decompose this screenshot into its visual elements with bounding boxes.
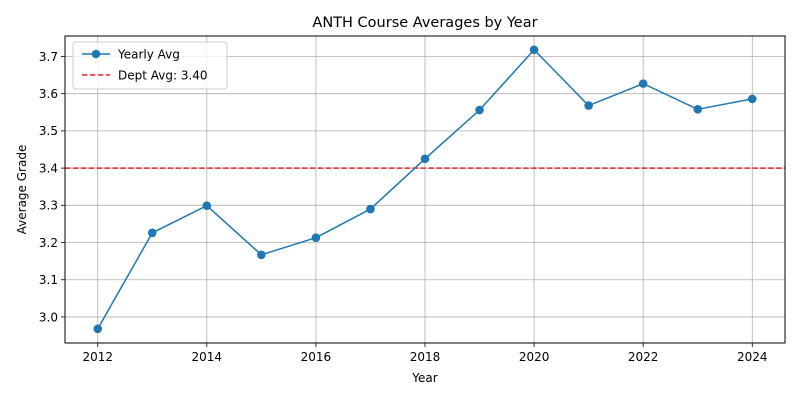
legend-series-marker — [91, 49, 101, 59]
data-point — [693, 105, 703, 114]
x-tick-label: 2020 — [519, 350, 550, 364]
y-tick-label: 3.3 — [39, 199, 58, 213]
data-point — [420, 154, 430, 164]
y-tick-label: 3.7 — [39, 50, 58, 64]
x-tick-label: 2014 — [192, 350, 223, 364]
chart-title: ANTH Course Averages by Year — [312, 15, 537, 31]
y-tick-label: 3.0 — [39, 310, 58, 324]
grid-lines — [65, 36, 785, 343]
x-tick-label: 2016 — [301, 350, 332, 364]
x-axis-title: Year — [411, 371, 437, 385]
data-point — [638, 79, 648, 88]
data-point — [366, 204, 375, 214]
data-point — [202, 201, 212, 210]
data-point — [475, 105, 484, 115]
data-point — [584, 101, 593, 110]
data-point — [529, 45, 539, 55]
x-tick-label: 2024 — [737, 350, 768, 364]
data-point — [257, 250, 266, 260]
x-tick-label: 2012 — [82, 350, 113, 364]
legend-label-yearly-avg: Yearly Avg — [117, 47, 180, 61]
y-axis-title: Average Grade — [15, 145, 29, 235]
data-point — [147, 228, 157, 238]
legend-label-dept-avg: Dept Avg: 3.40 — [118, 68, 208, 82]
y-tick-label: 3.4 — [39, 161, 58, 175]
data-point — [747, 94, 757, 104]
y-tick-label: 3.5 — [39, 124, 58, 138]
legend-box — [72, 41, 228, 90]
y-tick-label: 3.1 — [39, 273, 58, 287]
x-tick-label: 2022 — [628, 350, 659, 364]
x-tick-label: 2018 — [410, 350, 441, 364]
y-tick-label: 3.2 — [39, 236, 58, 250]
plot-data — [65, 45, 785, 334]
data-point — [93, 324, 103, 334]
y-tick-label: 3.6 — [39, 87, 58, 101]
axis-ticks: 2012 2014 2016 2018 2020 2022 2024 3.0 3.1 3.2 3.3… — [39, 50, 768, 364]
legend: Yearly Avg Dept Avg: 3.40 — [72, 41, 228, 90]
data-point — [311, 233, 321, 242]
